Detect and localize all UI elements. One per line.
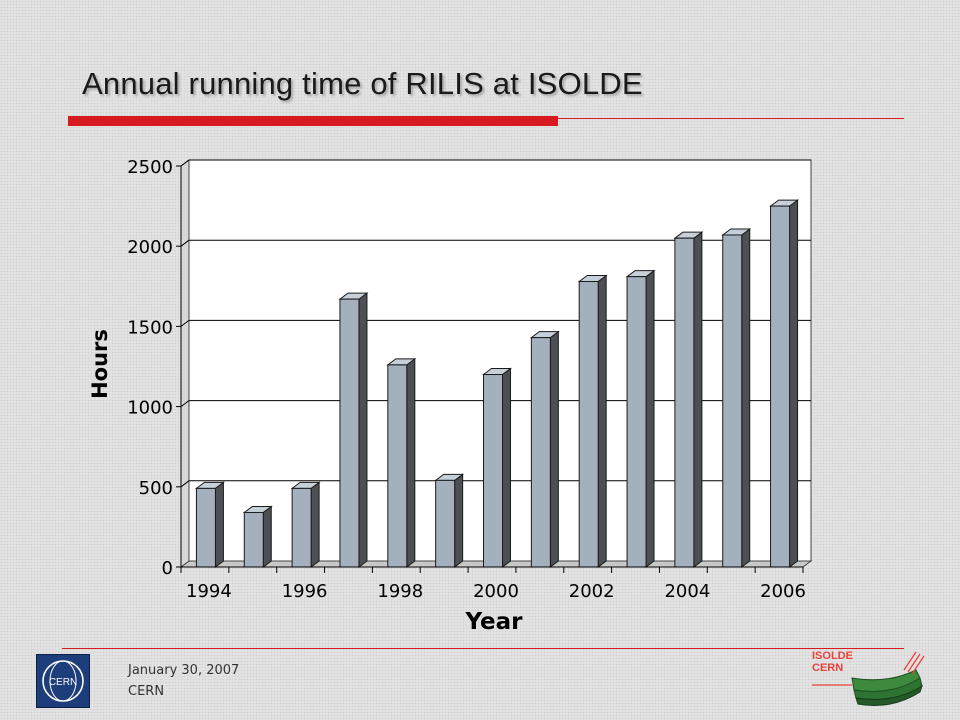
bar xyxy=(529,330,560,568)
bar-face xyxy=(243,511,264,568)
bar-face xyxy=(195,487,216,568)
bar-side xyxy=(597,274,607,568)
bar xyxy=(338,292,369,568)
isolde-logo-line2: CERN xyxy=(812,662,844,674)
gridline-slant xyxy=(180,400,190,408)
bar-face xyxy=(674,237,695,568)
isolde-logo-line1: ISOLDE xyxy=(812,650,853,662)
y-tick-label: 0 xyxy=(162,558,173,579)
isolde-logo: ISOLDE CERN xyxy=(808,648,928,710)
bar-face xyxy=(387,364,408,568)
bar-side xyxy=(454,473,464,568)
footer-organization: CERN xyxy=(128,684,165,699)
gridline-slant xyxy=(180,319,190,327)
cern-logo: CERN xyxy=(36,654,90,708)
bar-side xyxy=(502,367,511,568)
x-tick-label: 1998 xyxy=(377,581,423,602)
bar-side xyxy=(214,481,224,568)
gridline-slant xyxy=(180,239,190,247)
x-tick-label: 2002 xyxy=(569,581,615,602)
bar xyxy=(482,367,512,568)
footer-divider xyxy=(62,648,904,649)
bar-side xyxy=(741,227,751,568)
bar xyxy=(577,274,608,568)
y-axis-title: Hours xyxy=(88,329,112,399)
svg-text:CERN: CERN xyxy=(49,677,77,688)
plot-side-wall xyxy=(180,159,190,568)
bar-face xyxy=(770,205,791,568)
bar-side xyxy=(549,330,559,568)
bar-side xyxy=(310,481,320,568)
bar-face xyxy=(291,487,312,568)
bar xyxy=(194,481,225,568)
bar-face xyxy=(435,479,456,568)
bar-face xyxy=(339,298,360,568)
title-accent-line xyxy=(558,118,904,119)
bar xyxy=(290,481,321,568)
slide-title: Annual running time of RILIS at ISOLDE xyxy=(82,66,643,101)
bar-side xyxy=(693,231,703,568)
bar-side xyxy=(789,199,799,568)
y-tick-label: 1000 xyxy=(127,398,173,419)
x-tick-label: 2006 xyxy=(760,581,806,602)
bar-face xyxy=(626,276,647,568)
bar-face xyxy=(722,234,743,568)
y-tick-label: 2500 xyxy=(127,157,173,178)
y-tick-label: 1500 xyxy=(127,317,173,338)
bar-face xyxy=(530,337,551,568)
bar xyxy=(721,227,752,568)
bar xyxy=(769,199,800,568)
gridline-slant xyxy=(180,159,190,167)
bar-face xyxy=(483,374,503,568)
bar xyxy=(242,505,273,568)
bar-side xyxy=(645,269,655,568)
x-tick-label: 2000 xyxy=(473,581,519,602)
x-tick-label: 1994 xyxy=(186,581,232,602)
bar xyxy=(673,231,704,568)
bar-side xyxy=(358,292,368,568)
gridline-slant xyxy=(180,480,190,488)
title-accent-bar xyxy=(68,116,558,126)
y-tick-label: 500 xyxy=(139,478,173,499)
footer-info: January 30, 2007 CERN xyxy=(128,660,239,702)
x-tick-label: 1996 xyxy=(282,581,328,602)
bar-face xyxy=(578,280,599,568)
bar xyxy=(386,357,417,568)
bar xyxy=(625,269,656,568)
y-tick-label: 2000 xyxy=(127,237,173,258)
bar xyxy=(434,473,465,568)
bar-side xyxy=(262,505,272,568)
bar-side xyxy=(406,357,416,568)
x-tick-label: 2004 xyxy=(664,581,710,602)
footer-date: January 30, 2007 xyxy=(128,663,240,678)
x-axis-title: Year xyxy=(464,609,523,635)
